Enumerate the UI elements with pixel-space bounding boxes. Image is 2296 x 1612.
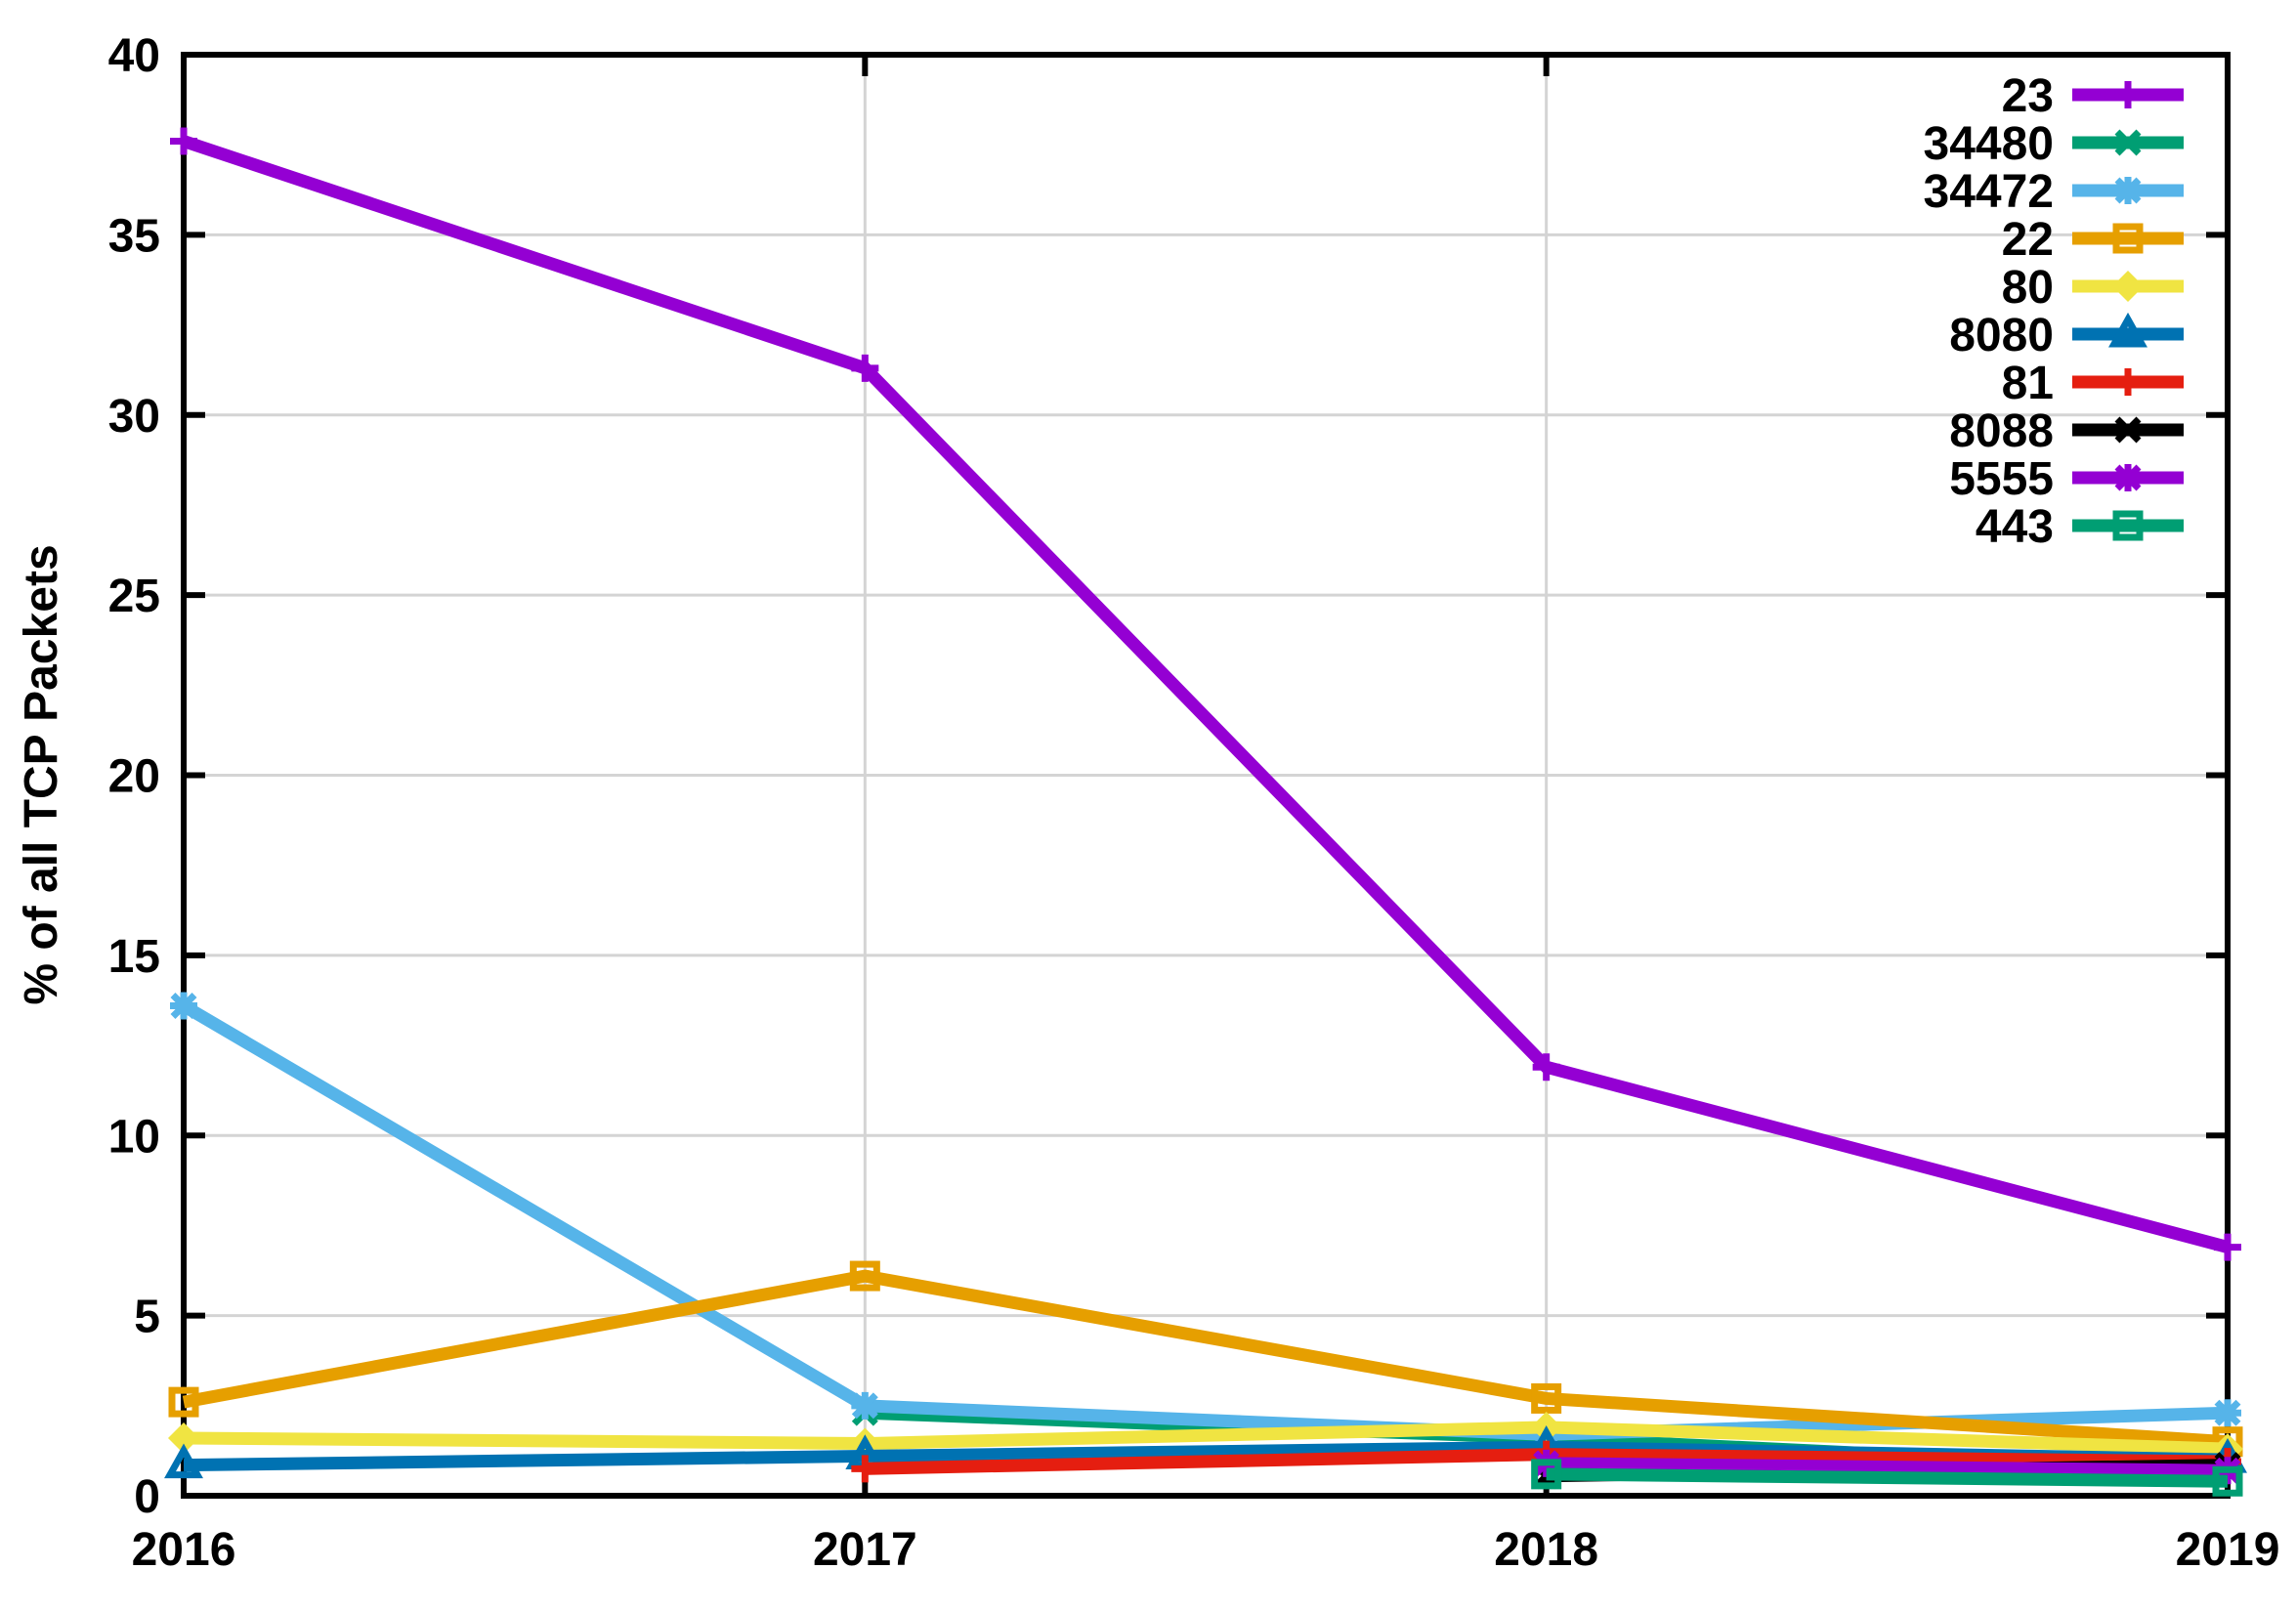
legend-row-8080: 8080	[1949, 310, 2184, 361]
asterisk-marker	[2214, 1399, 2241, 1426]
series-line-80	[183, 1421, 2229, 1456]
legend-row-81: 81	[2002, 358, 2184, 409]
square-open-marker	[1531, 1459, 1562, 1490]
series-23	[170, 127, 2241, 1261]
square-open-marker	[168, 1386, 199, 1418]
y-tick-label: 35	[108, 210, 160, 262]
series-line-23	[181, 135, 2230, 1253]
series-line-5555	[1546, 1457, 2229, 1477]
y-tick-label: 10	[108, 1111, 160, 1163]
x-tick-label: 2018	[1494, 1524, 1598, 1576]
series-line-22	[182, 1269, 2229, 1449]
y-tick-label: 40	[108, 30, 160, 82]
x-tick-label: 2016	[132, 1524, 236, 1576]
legend-row-8088: 8088	[1949, 405, 2184, 457]
triangle-open-marker	[164, 1443, 203, 1479]
y-axis-title: % of all TCP Packets	[16, 544, 67, 1004]
square-open-marker	[2112, 223, 2144, 254]
plus-marker	[2114, 368, 2142, 396]
x-tick-label: 2017	[813, 1524, 917, 1576]
triangle-open-marker	[2108, 312, 2147, 348]
plus-marker	[851, 1455, 879, 1483]
plus-marker	[1532, 1053, 1560, 1082]
plus-marker	[2214, 1233, 2241, 1261]
x-tick-label: 2019	[2176, 1524, 2280, 1576]
legend-label-5555: 5555	[1949, 453, 2054, 505]
legend-label-80: 80	[2002, 262, 2054, 314]
plus-marker	[851, 354, 879, 382]
series-line-34472	[180, 999, 2229, 1441]
series-line-443	[1546, 1467, 2229, 1488]
legend-row-23: 23	[2002, 70, 2184, 122]
legend-row-22: 22	[2002, 214, 2184, 266]
asterisk-marker	[2114, 464, 2142, 491]
series-layer	[164, 127, 2247, 1497]
legend-row-34472: 34472	[1924, 166, 2184, 218]
tick-label-layer: 0 5 10 15 20 25 30 35 40 2016 2017 2018 2019	[108, 30, 2280, 1576]
asterisk-marker	[851, 1392, 878, 1420]
asterisk-marker	[170, 993, 197, 1019]
diamond-filled-marker	[168, 1422, 199, 1454]
plus-marker	[2114, 81, 2142, 108]
square-open-marker	[1531, 1382, 1562, 1414]
square-open-marker	[2112, 510, 2144, 541]
legend-label-22: 22	[2002, 214, 2054, 266]
diamond-filled-marker	[2112, 271, 2144, 302]
grid-layer	[184, 53, 2228, 1498]
square-open-marker	[2212, 1465, 2243, 1497]
legend-label-8088: 8088	[1949, 405, 2054, 457]
legend-row-443: 443	[1976, 501, 2184, 553]
legend-row-34480: 34480	[1924, 118, 2184, 170]
asterisk-marker	[2114, 177, 2142, 204]
y-tick-label: 15	[108, 931, 160, 983]
x-marker	[2114, 129, 2142, 156]
series-22	[168, 1260, 2243, 1458]
series-443	[1531, 1459, 2243, 1497]
y-tick-label: 30	[108, 391, 160, 443]
series-34472	[170, 992, 2241, 1449]
legend-label-443: 443	[1976, 501, 2054, 553]
legend-row-80: 80	[2002, 262, 2184, 314]
legend-label-81: 81	[2002, 358, 2054, 409]
legend-label-34480: 34480	[1924, 118, 2054, 170]
y-tick-label: 20	[108, 751, 160, 803]
y-tick-label: 5	[134, 1292, 160, 1343]
legend-row-5555: 5555	[1949, 453, 2184, 505]
legend-label-34472: 34472	[1924, 166, 2054, 218]
square-open-marker	[849, 1260, 880, 1292]
legend-label-8080: 8080	[1949, 310, 2054, 361]
plus-marker	[170, 127, 197, 155]
y-tick-label: 25	[108, 571, 160, 622]
legend-label-23: 23	[2002, 70, 2054, 122]
x-marker	[2114, 416, 2142, 444]
y-tick-label: 0	[134, 1471, 160, 1523]
